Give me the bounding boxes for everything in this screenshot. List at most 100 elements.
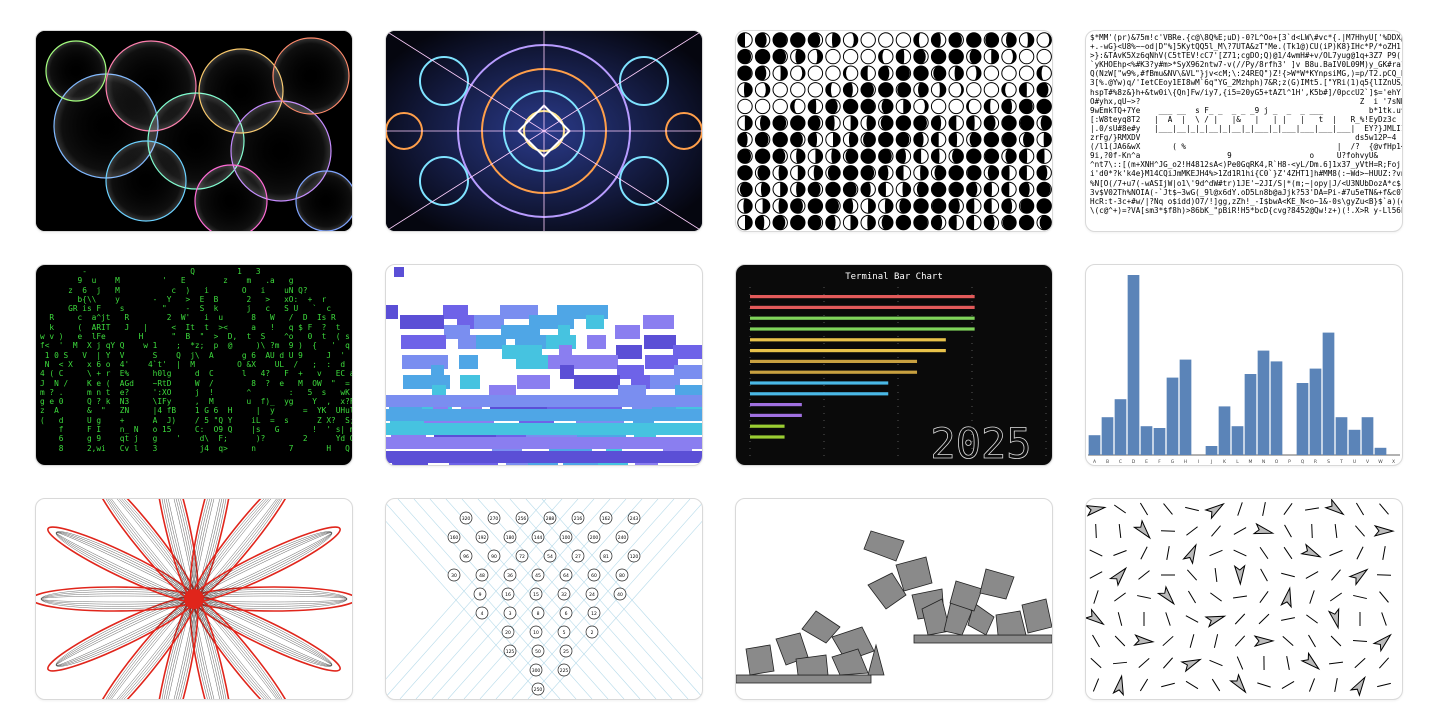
bar-O	[1270, 361, 1283, 455]
svg-text:100: 100	[562, 535, 571, 541]
arrow-mark	[1182, 543, 1197, 565]
x-tick-label: C	[1119, 459, 1122, 465]
bubbles-tile[interactable]	[35, 30, 353, 232]
matrix-rain-tile[interactable]: - Q 1 3 9 u M ' E z m .a g z 6 j M c ) i…	[35, 264, 353, 466]
moon-cell	[737, 98, 753, 115]
moon-cell	[860, 65, 876, 81]
tree-node: 240	[615, 530, 629, 544]
moon-cell	[966, 82, 982, 98]
moon-cell	[807, 214, 824, 231]
x-tick-label: W	[1378, 459, 1383, 465]
svg-text:40: 40	[617, 592, 623, 598]
terminal-bar	[750, 413, 802, 417]
tree-node: 15	[529, 587, 543, 601]
arrow-mark	[1086, 608, 1105, 626]
bar-N	[1257, 350, 1270, 455]
moon-cell	[930, 198, 947, 214]
svg-text:45: 45	[535, 573, 541, 579]
moon-cell	[1036, 148, 1052, 164]
moon-cell	[754, 65, 771, 81]
falling-shapes-tile[interactable]	[735, 498, 1053, 700]
moon-cell	[913, 48, 929, 65]
matrix-line	[40, 453, 348, 462]
moon-cell	[983, 148, 1000, 164]
moon-cell	[842, 181, 859, 198]
arrow-mark	[1210, 592, 1222, 602]
tree-node: 4	[475, 606, 489, 620]
terminal-bar-chart-tile[interactable]: Terminal Bar Chart 2025	[735, 264, 1053, 466]
moon-cell	[737, 32, 753, 48]
moon-cell	[913, 82, 929, 98]
moon-cell	[825, 65, 841, 81]
tree-node: 225	[557, 663, 571, 677]
svg-text:256: 256	[518, 516, 527, 522]
moon-cell	[807, 115, 824, 131]
arrow-mark	[1334, 678, 1338, 692]
moon-cell	[878, 115, 894, 131]
moon-cell	[878, 198, 894, 214]
arrow-mark	[1259, 546, 1269, 560]
moon-cell	[772, 115, 788, 131]
x-tick-label: L	[1236, 459, 1239, 465]
moon-cell	[737, 115, 753, 131]
arrow-mark	[1113, 504, 1127, 514]
moon-cell	[1018, 115, 1035, 131]
glitch-text-tile[interactable]	[385, 264, 703, 466]
arrow-mark	[1331, 569, 1341, 581]
moon-cell	[842, 82, 859, 98]
svg-text:300: 300	[532, 668, 541, 674]
x-tick-label: V	[1366, 459, 1370, 465]
moon-cell	[807, 48, 824, 65]
tree-node: 250	[531, 682, 545, 696]
arrow-mark	[1156, 585, 1176, 606]
kaleidoscope-art	[386, 31, 702, 231]
svg-text:5: 5	[563, 630, 566, 636]
moon-phase-grid-tile[interactable]	[735, 30, 1053, 232]
number-tree-tile[interactable]: 250 300 225 125 50 25 20 10 5 2 4 3 8 6 12 9 16 15 32 24 40 3…	[385, 498, 703, 700]
falling-shapes-art	[736, 530, 1052, 684]
ascii-line: >}:&TAvK5Xz6qNhV(C5tTEV!cC7'[Z71;cgDO;Q)…	[1090, 51, 1402, 61]
moon-cell	[754, 181, 771, 198]
moon-cell	[772, 98, 788, 115]
terminal-bar	[750, 392, 889, 396]
arrow-mark	[1185, 506, 1199, 512]
alphabet-bar-chart-tile[interactable]: A B C D E F G H I J K L M N O P Q R S T U V W X	[1085, 264, 1403, 466]
tree-node: 100	[559, 530, 573, 544]
ascii-line: |.0/sU#8e#y |___|__|_|_|__|_|__|_|___|_|…	[1090, 123, 1402, 133]
arrow-field-tile[interactable]	[1085, 498, 1403, 700]
moon-cell	[895, 214, 912, 231]
moon-cell	[1036, 131, 1052, 148]
moon-cell	[1018, 165, 1035, 181]
tree-node: 270	[487, 511, 501, 525]
ascii-text-art-tile[interactable]: $*MM'(pr)&75m!c'VBRe.{c@\8Q%E;uD)-0?L^Oo…	[1085, 30, 1403, 232]
arrow-mark	[1165, 612, 1171, 626]
glitch-block	[500, 305, 538, 319]
moon-cell	[983, 82, 1000, 98]
x-tick-label: I	[1198, 459, 1199, 465]
moon-cell	[983, 165, 1000, 181]
tree-node: 48	[475, 568, 489, 582]
moon-cell	[930, 181, 947, 198]
moon-cell	[878, 181, 894, 198]
arrow-mark	[1160, 530, 1176, 532]
kaleidoscope-tile[interactable]	[385, 30, 703, 232]
moon-cell	[772, 48, 788, 65]
arrow-mark	[1213, 634, 1219, 648]
spirograph-flower-tile[interactable]	[35, 498, 353, 700]
glitch-block	[400, 315, 444, 329]
bar-J	[1205, 446, 1218, 455]
moon-cell	[772, 32, 788, 48]
matrix-line: m ? . m n t e? ':XO j ! ^ : 5 s wK W	[40, 387, 352, 397]
moon-cell	[895, 115, 912, 131]
moon-cell	[966, 214, 982, 231]
arrow-mark	[1090, 657, 1102, 669]
moon-cell	[983, 32, 1000, 48]
moon-cell	[1001, 165, 1017, 181]
moon-cell	[983, 115, 1000, 131]
moon-cell	[948, 32, 964, 48]
moon-cell	[790, 48, 806, 65]
svg-text:81: 81	[603, 554, 609, 560]
bar-S	[1322, 332, 1335, 455]
tree-node: 8	[531, 606, 545, 620]
moon-cell	[807, 148, 824, 164]
